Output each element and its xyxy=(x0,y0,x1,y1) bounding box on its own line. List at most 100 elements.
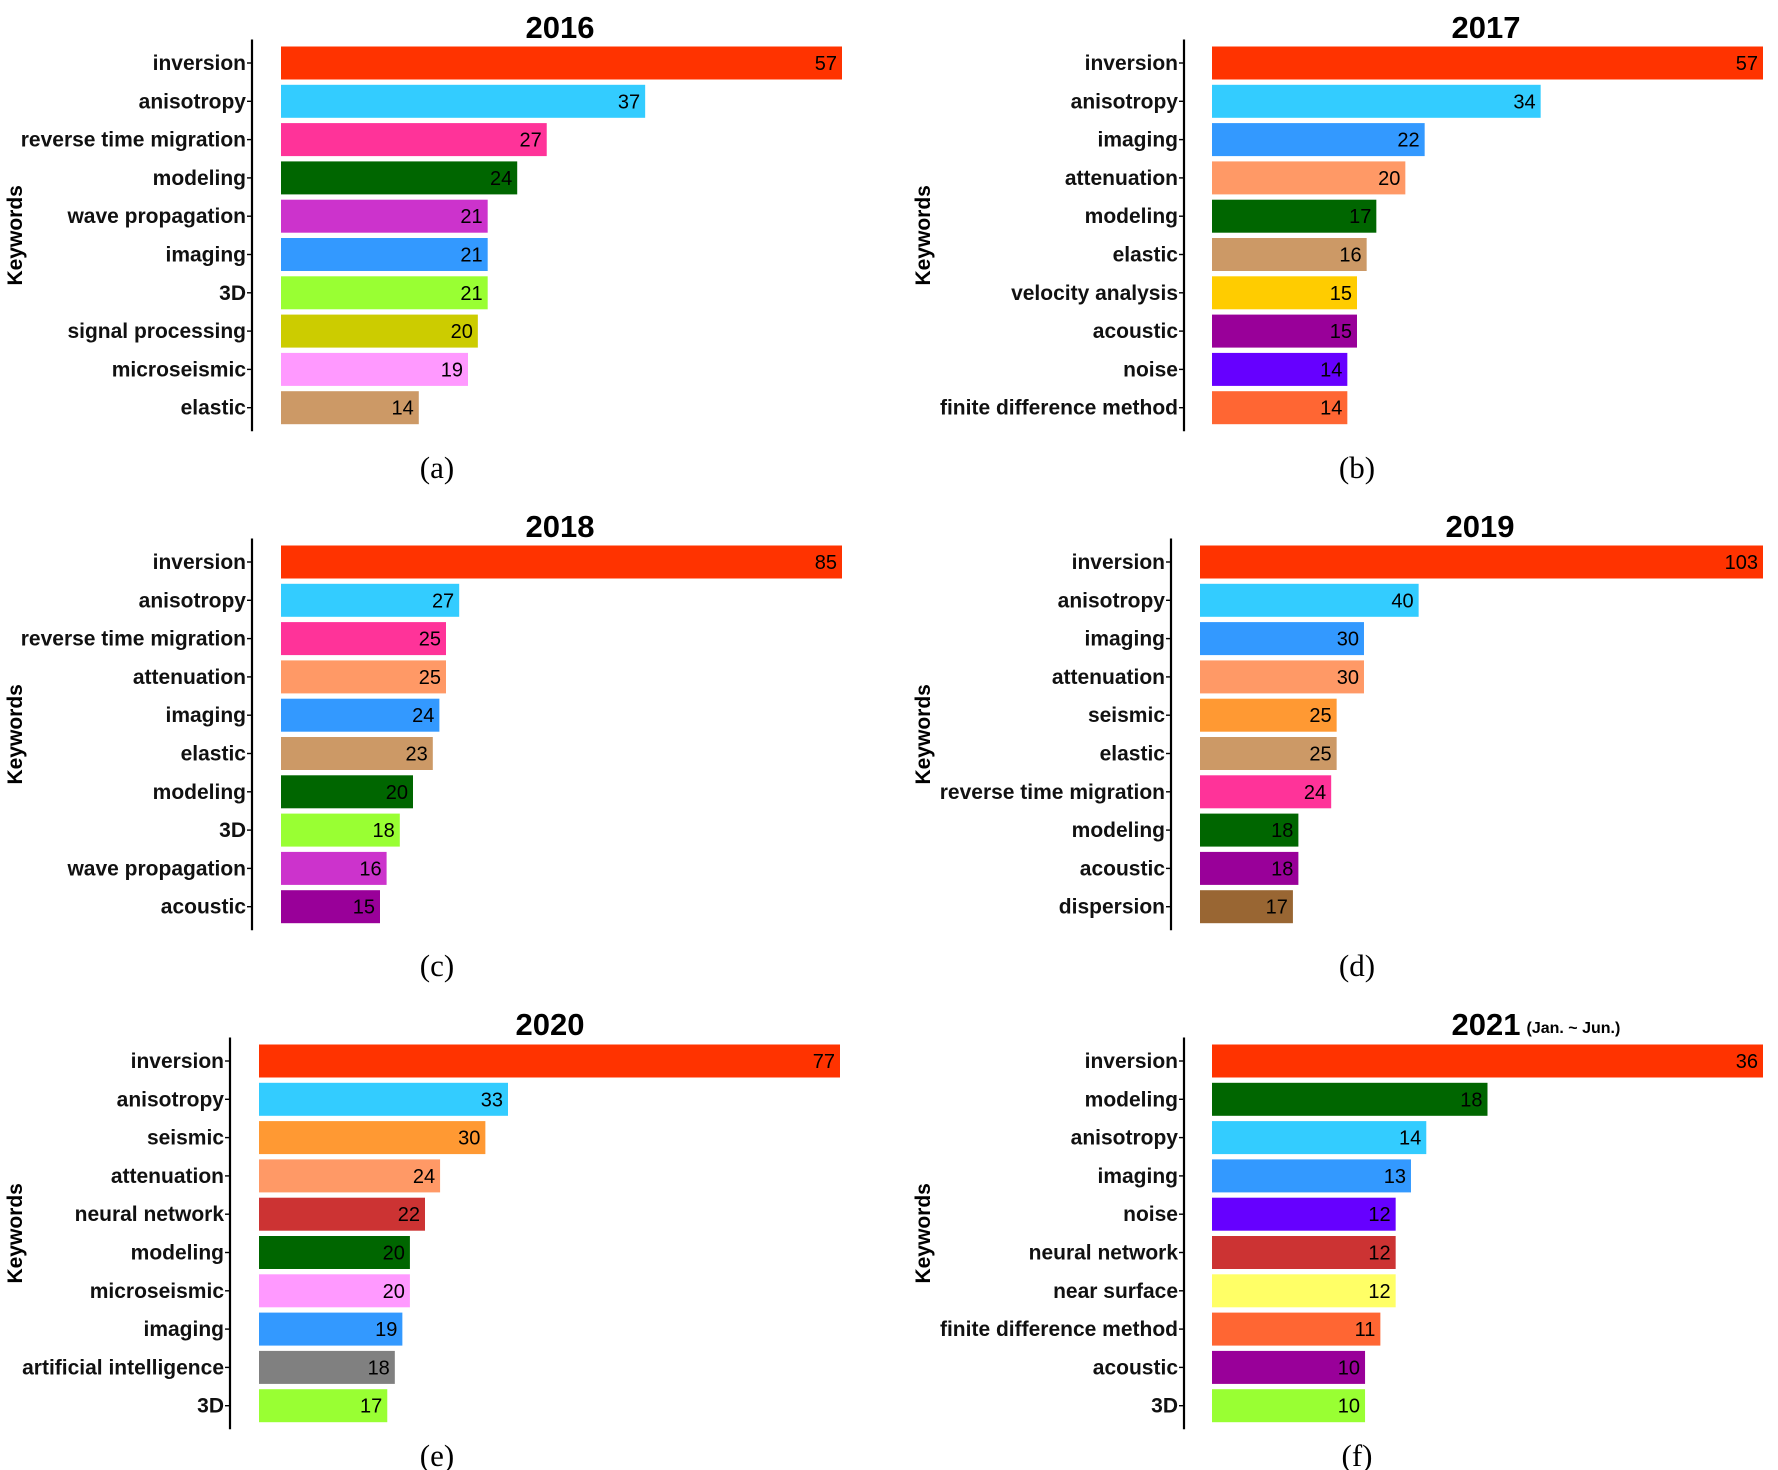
bar xyxy=(281,46,842,80)
category-label: 3D xyxy=(219,282,246,305)
category-label: acoustic xyxy=(1093,320,1179,343)
category-label: near surface xyxy=(1053,1280,1178,1303)
value-label: 20 xyxy=(451,321,473,343)
category-label: imaging xyxy=(165,704,246,727)
category-label: reverse time migration xyxy=(21,129,246,152)
bar xyxy=(281,737,433,770)
value-label: 27 xyxy=(432,590,454,612)
category-label: finite difference method xyxy=(940,1318,1178,1341)
bar xyxy=(1212,1159,1411,1193)
chart-subtitle: (Jan. ~ Jun.) xyxy=(1526,1020,1620,1037)
chart-title: 2019 xyxy=(1446,509,1515,544)
value-label: 15 xyxy=(353,897,375,919)
category-label: seismic xyxy=(1088,704,1165,727)
category-label: microseismic xyxy=(112,358,247,381)
value-label: 11 xyxy=(1355,1319,1376,1341)
value-label: 10 xyxy=(1338,1396,1360,1418)
bar xyxy=(281,851,387,885)
bar xyxy=(259,1236,410,1269)
value-label: 10 xyxy=(1338,1357,1360,1379)
category-label: inversion xyxy=(1085,52,1178,75)
y-axis-label: Keywords xyxy=(912,1183,935,1283)
category-label: signal processing xyxy=(67,320,246,343)
bar xyxy=(1200,660,1364,694)
bar xyxy=(1200,583,1419,617)
chart-panel-1: 2016 Keywords inversion 57 anisotropy 37 rever… xyxy=(4,10,842,485)
value-label: 40 xyxy=(1391,590,1413,612)
value-label: 30 xyxy=(1337,629,1359,651)
value-label: 30 xyxy=(1337,667,1359,689)
bar xyxy=(1212,352,1348,386)
category-label: microseismic xyxy=(90,1280,225,1303)
value-label: 85 xyxy=(815,552,837,574)
category-label: wave propagation xyxy=(66,205,246,228)
value-label: 25 xyxy=(419,667,441,689)
category-label: 3D xyxy=(219,819,246,842)
value-label: 27 xyxy=(519,130,541,152)
y-axis-label: Keywords xyxy=(4,185,27,285)
category-label: finite difference method xyxy=(940,397,1178,420)
bar xyxy=(1212,1121,1427,1155)
value-label: 12 xyxy=(1368,1281,1390,1303)
value-label: 36 xyxy=(1736,1051,1758,1073)
bar xyxy=(281,545,842,579)
value-label: 17 xyxy=(1266,897,1288,919)
value-label: 17 xyxy=(360,1396,382,1418)
bar xyxy=(259,1044,840,1078)
category-label: imaging xyxy=(1084,628,1165,651)
value-label: 15 xyxy=(1330,283,1352,305)
bar xyxy=(1212,1197,1396,1231)
panel-caption: (e) xyxy=(420,1438,454,1470)
value-label: 24 xyxy=(413,1166,435,1188)
bar xyxy=(281,199,488,233)
value-label: 18 xyxy=(1271,820,1293,842)
value-label: 21 xyxy=(460,245,482,267)
chart-title: 2021 xyxy=(1452,1007,1521,1042)
bar xyxy=(1200,698,1337,732)
value-label: 18 xyxy=(373,820,395,842)
bar xyxy=(1212,84,1541,118)
category-label: anisotropy xyxy=(117,1088,225,1111)
bar xyxy=(1212,1236,1396,1269)
value-label: 24 xyxy=(490,168,512,190)
value-label: 23 xyxy=(406,744,428,766)
bar xyxy=(1212,161,1406,195)
bar xyxy=(281,314,478,348)
value-label: 21 xyxy=(460,206,482,228)
value-label: 57 xyxy=(815,53,837,75)
bar xyxy=(1212,1350,1366,1384)
bar xyxy=(281,238,488,271)
bar xyxy=(1200,622,1364,656)
bar xyxy=(1212,391,1348,425)
bar xyxy=(281,775,413,809)
value-label: 77 xyxy=(813,1051,835,1073)
bar xyxy=(1200,737,1337,770)
category-label: acoustic xyxy=(1080,857,1166,880)
bar xyxy=(281,276,488,310)
value-label: 19 xyxy=(441,359,463,381)
category-label: neural network xyxy=(1029,1242,1179,1265)
category-label: inversion xyxy=(131,1050,224,1073)
value-label: 22 xyxy=(398,1204,420,1226)
category-label: acoustic xyxy=(1093,1356,1179,1379)
bar xyxy=(281,391,419,425)
value-label: 34 xyxy=(1513,91,1535,113)
panel-caption: (d) xyxy=(1339,948,1375,983)
value-label: 33 xyxy=(481,1089,503,1111)
bar xyxy=(1212,1389,1366,1423)
bar xyxy=(1200,890,1293,924)
category-label: inversion xyxy=(1085,1050,1178,1073)
category-label: imaging xyxy=(1097,129,1178,152)
category-label: inversion xyxy=(153,52,246,75)
value-label: 16 xyxy=(359,858,381,880)
panel-caption: (f) xyxy=(1342,1438,1373,1470)
bar xyxy=(259,1274,410,1308)
bar xyxy=(281,161,518,195)
value-label: 22 xyxy=(1397,130,1419,152)
value-label: 18 xyxy=(1271,858,1293,880)
value-label: 57 xyxy=(1736,53,1758,75)
category-label: modeling xyxy=(1085,205,1178,228)
category-label: modeling xyxy=(153,781,246,804)
category-label: noise xyxy=(1123,1203,1178,1226)
value-label: 37 xyxy=(618,91,640,113)
